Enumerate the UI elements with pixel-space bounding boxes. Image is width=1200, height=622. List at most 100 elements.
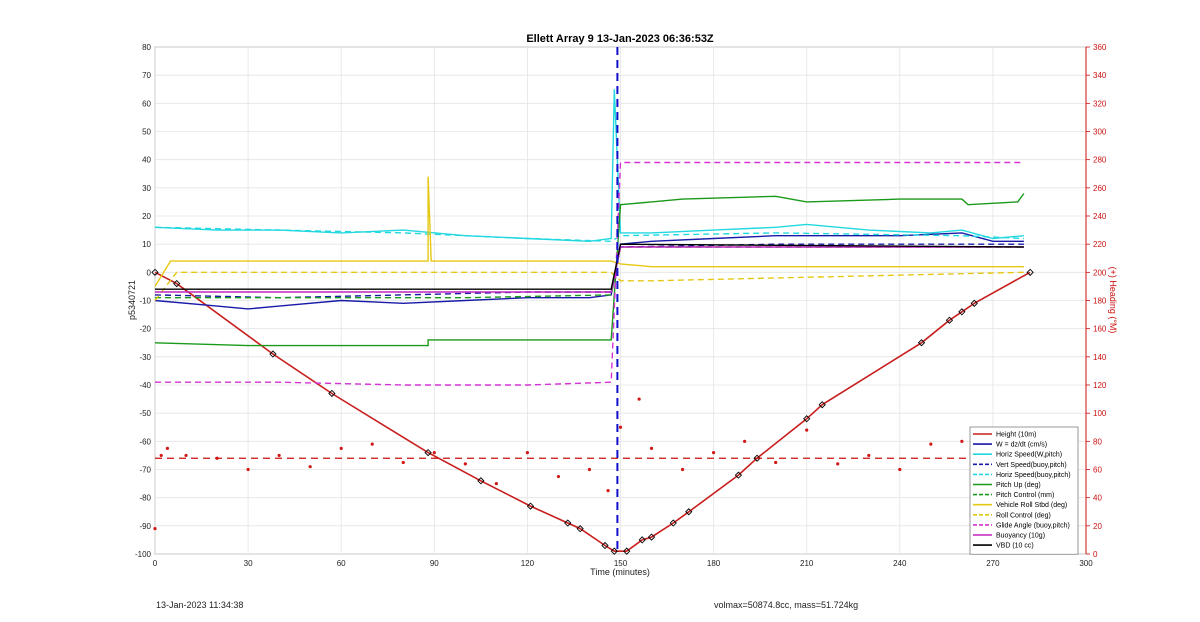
height-marker: [638, 536, 646, 544]
height-marker: [818, 401, 826, 409]
y-right-tick-label: 160: [1093, 325, 1107, 334]
y-axis-label-right: (+) Heading (°M): [1108, 267, 1118, 334]
y-tick-label: 40: [142, 156, 151, 165]
heading-dot: [277, 453, 281, 458]
heading-dot: [805, 428, 809, 432]
y-axis-label-left: p5340721: [127, 280, 137, 320]
y-tick-label: -60: [139, 437, 151, 446]
height-marker: [576, 525, 584, 533]
x-tick-label: 270: [986, 559, 1000, 568]
y-right-tick-label: 140: [1093, 353, 1107, 362]
heading-dot: [159, 453, 163, 458]
heading-dot: [774, 460, 778, 465]
legend-label: Pitch Control (mm): [996, 492, 1054, 499]
y-right-tick-label: 40: [1093, 494, 1102, 503]
y-right-tick-label: 60: [1093, 466, 1102, 475]
heading-dot: [184, 453, 188, 458]
y-right-tick-label: 100: [1093, 409, 1107, 418]
height-marker: [958, 308, 966, 316]
legend-label: Roll Control (deg): [996, 512, 1051, 519]
height-marker: [685, 508, 693, 516]
series-line-8: [154, 271, 1024, 301]
legend-label: Horiz Speed(W,pitch): [996, 452, 1062, 459]
heading-dot: [898, 467, 902, 472]
y-right-tick-label: 280: [1093, 156, 1107, 165]
series-line-0: [154, 271, 1031, 552]
heading-dot: [960, 439, 964, 443]
height-marker: [647, 533, 656, 541]
y-right-tick-label: 200: [1093, 268, 1107, 277]
height-marker: [623, 547, 631, 555]
x-tick-label: 30: [244, 559, 253, 568]
heading-dot: [370, 442, 374, 446]
chart-title: Ellett Array 9 13-Jan-2023 06:36:53Z: [526, 33, 714, 45]
heading-dot: [929, 442, 933, 446]
y-right-tick-label: 320: [1093, 99, 1107, 108]
series-line-11: [155, 243, 1024, 290]
y-right-tick-label: 340: [1093, 71, 1107, 80]
y-tick-label: -100: [135, 550, 152, 559]
series-line-5: [154, 193, 1025, 347]
y-tick-label: 0: [147, 268, 152, 277]
y-tick-label: -80: [139, 494, 151, 503]
height-marker: [173, 279, 181, 288]
x-tick-label: 210: [800, 559, 814, 568]
height-marker: [734, 471, 743, 479]
legend-label: Buoyancy (10g): [996, 533, 1045, 540]
heading-dot: [525, 451, 530, 455]
legend-label: W = dz/dt (cm/s): [996, 442, 1047, 449]
heading-dot: [867, 453, 871, 458]
legend-label: Glide Angle (buoy,pitch): [996, 522, 1070, 529]
y-tick-label: -10: [139, 297, 151, 306]
heading-dot: [836, 462, 840, 466]
height-marker: [328, 389, 336, 398]
legend-label: Vehicle Roll Stbd (deg): [996, 502, 1067, 509]
x-tick-label: 90: [430, 559, 439, 568]
series-line-2: [154, 89, 1024, 243]
y-right-tick-label: 0: [1093, 550, 1098, 559]
x-axis-label: Time (minutes): [590, 567, 650, 577]
x-tick-label: 300: [1079, 559, 1093, 568]
height-marker: [269, 350, 277, 358]
y-tick-label: 50: [142, 128, 151, 137]
y-right-tick-label: 120: [1093, 381, 1107, 390]
heading-dot: [308, 465, 312, 469]
series-line-1: [154, 232, 1024, 310]
heading-dot: [401, 460, 405, 465]
x-tick-label: 0: [153, 559, 158, 568]
y-tick-label: -50: [139, 409, 151, 418]
heading-dot: [587, 467, 592, 472]
heading-dot: [432, 451, 436, 455]
height-marker: [601, 541, 609, 550]
height-marker: [564, 519, 572, 527]
legend-label: VBD (10 cc): [996, 543, 1034, 550]
series-line-4: [154, 226, 1024, 243]
heading-dot: [618, 425, 623, 429]
heading-dot: [680, 467, 685, 472]
y-right-tick-label: 220: [1093, 240, 1107, 249]
series-layer: [151, 47, 1034, 555]
series-line-9: [155, 161, 1024, 386]
y-tick-label: -40: [139, 381, 151, 390]
y-right-tick-label: 240: [1093, 212, 1107, 221]
heading-dot: [743, 439, 747, 443]
x-tick-label: 60: [337, 559, 346, 568]
footer-mass-info: volmax=50874.8cc, mass=51.724kg: [714, 600, 859, 610]
height-marker: [610, 547, 618, 555]
y-right-tick-label: 260: [1093, 184, 1107, 193]
axes-layer: 0 30 60 90 120 150 180 210 240 270 300807060504030…: [135, 43, 1107, 568]
height-marker: [477, 477, 485, 485]
y-tick-label: 10: [142, 240, 151, 249]
heading-dot: [153, 527, 157, 531]
legend-label: Vert Speed(buoy,pitch): [996, 462, 1067, 469]
y-tick-label: -20: [139, 325, 151, 334]
y-tick-label: 60: [142, 99, 151, 108]
height-marker: [1026, 268, 1034, 276]
legend-label: Horiz Speed(buoy,pitch): [996, 472, 1071, 479]
heading-dot: [712, 451, 716, 455]
series-line-3: [154, 243, 1024, 299]
height-marker: [917, 339, 926, 347]
series-line-7: [154, 176, 1024, 287]
y-tick-label: 30: [142, 184, 151, 193]
